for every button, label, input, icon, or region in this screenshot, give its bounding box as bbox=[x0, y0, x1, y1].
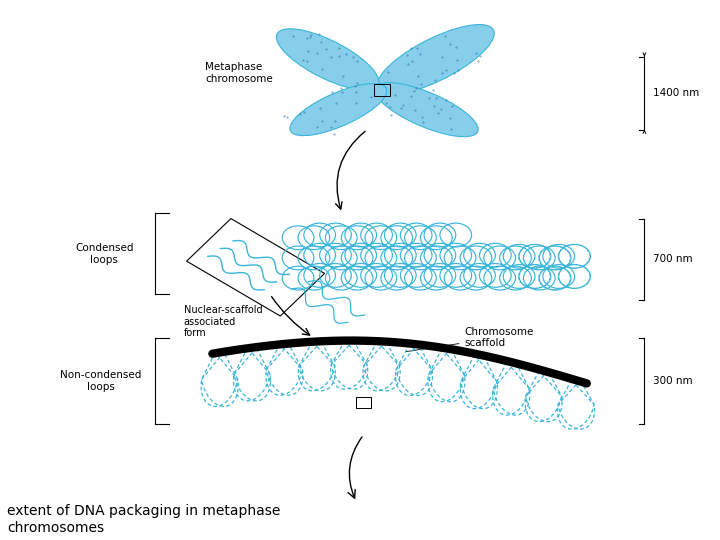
Bar bbox=[356, 397, 371, 408]
Bar bbox=[374, 84, 390, 96]
Ellipse shape bbox=[290, 84, 387, 136]
Ellipse shape bbox=[276, 29, 379, 90]
Text: Metaphase
chromosome: Metaphase chromosome bbox=[205, 62, 273, 84]
Text: Non-condensed
loops: Non-condensed loops bbox=[60, 370, 142, 392]
Bar bbox=[186, 219, 325, 316]
Ellipse shape bbox=[374, 83, 478, 137]
Text: 1400 nm: 1400 nm bbox=[653, 88, 699, 98]
Ellipse shape bbox=[377, 24, 494, 94]
Text: Chromosome
scaffold: Chromosome scaffold bbox=[406, 327, 534, 352]
Text: 700 nm: 700 nm bbox=[653, 254, 693, 264]
Text: 300 nm: 300 nm bbox=[653, 376, 693, 386]
Text: extent of DNA packaging in metaphase
chromosomes: extent of DNA packaging in metaphase chr… bbox=[7, 504, 281, 535]
Text: Condensed
loops: Condensed loops bbox=[75, 243, 134, 265]
Text: Nuclear-scaffold
associated
form: Nuclear-scaffold associated form bbox=[184, 305, 262, 338]
